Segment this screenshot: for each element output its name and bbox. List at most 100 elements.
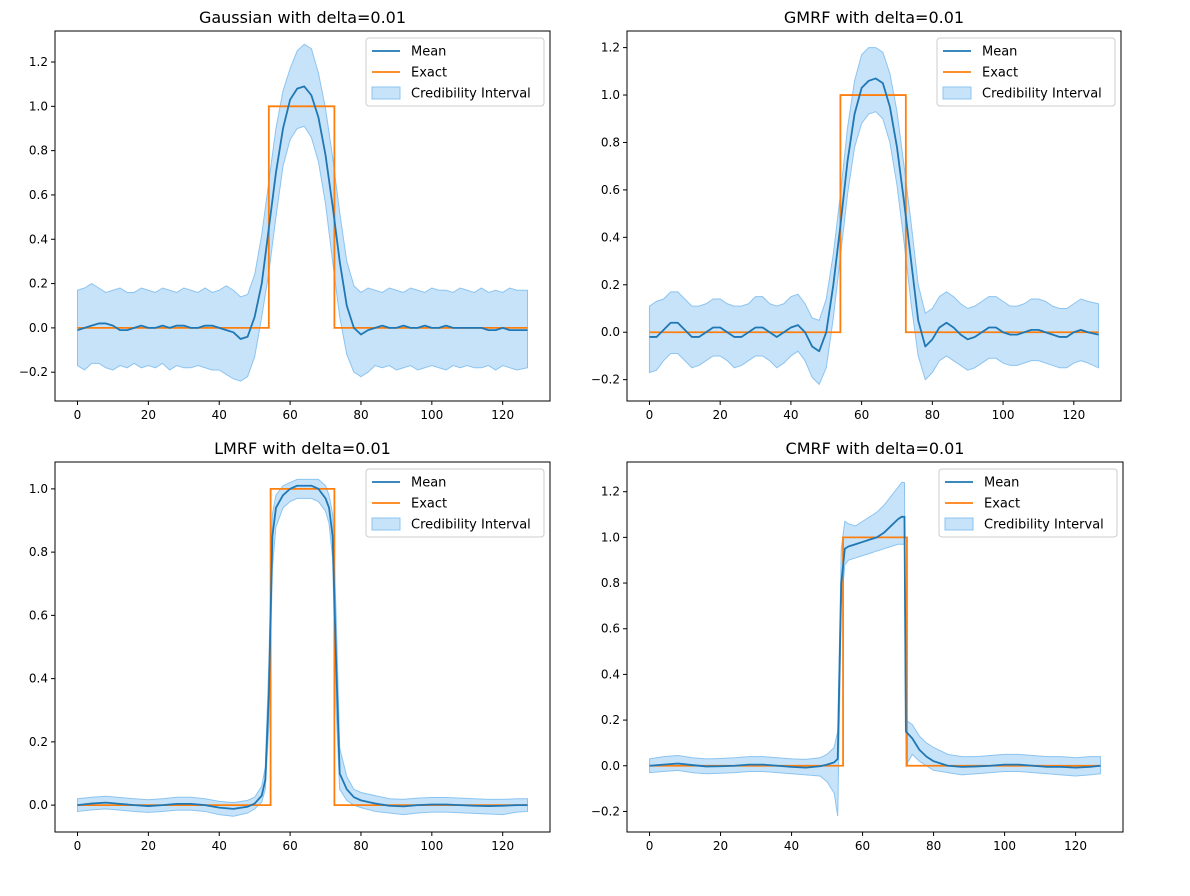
exact-line bbox=[77, 105, 528, 329]
y-tick-label: 0.8 bbox=[601, 135, 620, 149]
mean-line bbox=[77, 484, 528, 810]
y-tick-label: 1.2 bbox=[601, 485, 620, 499]
legend-key-credibility-interval bbox=[944, 517, 974, 531]
exact-line bbox=[77, 487, 528, 807]
x-tick-label: 40 bbox=[783, 408, 798, 422]
y-tick-label: 1.0 bbox=[601, 530, 620, 544]
legend-label: Credibility Interval bbox=[411, 518, 531, 533]
y-tick-label: 0.4 bbox=[601, 230, 620, 244]
x-tick-label: 80 bbox=[353, 408, 368, 422]
y-tick-label: 0.4 bbox=[29, 672, 48, 686]
y-tick-label: 1.2 bbox=[29, 55, 48, 69]
x-tick-label: 100 bbox=[420, 839, 443, 853]
x-tick-label: 20 bbox=[141, 408, 156, 422]
y-tick-label: 0.0 bbox=[601, 325, 620, 339]
y-tick-label: 0.0 bbox=[601, 759, 620, 773]
x-tick-label: 0 bbox=[74, 408, 82, 422]
x-tick-label: 100 bbox=[420, 408, 443, 422]
plot-title: Gaussian with delta=0.01 bbox=[199, 8, 406, 27]
y-tick-label: 0.6 bbox=[29, 188, 48, 202]
axes-frame bbox=[54, 461, 551, 833]
y-tick-label: −0.2 bbox=[591, 804, 620, 818]
x-tick-label: 80 bbox=[925, 408, 940, 422]
plot-area bbox=[648, 47, 1100, 386]
axes-frame bbox=[626, 30, 1122, 402]
y-tick-label: 0.0 bbox=[29, 321, 48, 335]
subplot-lmrf: LMRF with delta=0.01 0 20 40 60 80 100 120 0.0 0… bbox=[29, 439, 551, 853]
legend-box bbox=[365, 468, 545, 538]
x-tick-label: 60 bbox=[282, 408, 297, 422]
x-tick-label: 20 bbox=[713, 408, 728, 422]
exact-line bbox=[649, 94, 1099, 334]
x-tick-label: 40 bbox=[784, 839, 799, 853]
legend-label: Mean bbox=[411, 476, 446, 491]
y-tick-label: 0.6 bbox=[601, 183, 620, 197]
legend-key-credibility-interval bbox=[371, 86, 401, 100]
legend-label: Mean bbox=[982, 45, 1017, 60]
mean-line bbox=[649, 77, 1099, 353]
y-tick-label: −0.2 bbox=[19, 365, 48, 379]
x-tick-label: 40 bbox=[212, 408, 227, 422]
x-tick-label: 120 bbox=[491, 839, 514, 853]
y-tick-label: 0.8 bbox=[29, 545, 48, 559]
credibility-interval-band bbox=[77, 43, 528, 382]
legend-label: Credibility Interval bbox=[982, 87, 1102, 102]
y-tick-label: 1.0 bbox=[601, 88, 620, 102]
plot-title: GMRF with delta=0.01 bbox=[784, 8, 964, 27]
y-tick-label: 1.2 bbox=[601, 41, 620, 55]
subplot-cmrf: CMRF with delta=0.01 0 20 40 60 80 100 120 −0.2… bbox=[591, 439, 1124, 853]
x-tick-label: 100 bbox=[993, 839, 1016, 853]
axes-frame bbox=[54, 30, 551, 402]
y-tick-label: 0.0 bbox=[29, 798, 48, 812]
legend-box bbox=[936, 37, 1116, 107]
subplot-gmrf: GMRF with delta=0.01 0 20 40 60 80 100 120 −0.2… bbox=[591, 8, 1122, 422]
y-tick-label: 0.2 bbox=[29, 277, 48, 291]
x-tick-label: 20 bbox=[713, 839, 728, 853]
x-tick-label: 40 bbox=[212, 839, 227, 853]
x-tick-label: 120 bbox=[491, 408, 514, 422]
legend-label: Mean bbox=[411, 45, 446, 60]
credibility-interval-band bbox=[648, 47, 1100, 386]
x-tick-label: 100 bbox=[992, 408, 1015, 422]
y-tick-label: 0.2 bbox=[29, 735, 48, 749]
legend-label: Exact bbox=[982, 66, 1018, 81]
subplot-gaussian: Gaussian with delta=0.01 0 20 40 60 80 100 120… bbox=[19, 8, 551, 422]
legend-box bbox=[365, 37, 545, 107]
plot-title: CMRF with delta=0.01 bbox=[786, 439, 965, 458]
x-tick-label: 0 bbox=[646, 839, 654, 853]
x-tick-label: 120 bbox=[1062, 408, 1085, 422]
legend-label: Exact bbox=[411, 66, 447, 81]
x-tick-label: 60 bbox=[282, 839, 297, 853]
legend-label: Credibility Interval bbox=[411, 87, 531, 102]
x-tick-label: 60 bbox=[855, 839, 870, 853]
legend-label: Exact bbox=[411, 497, 447, 512]
legend-key-credibility-interval bbox=[942, 86, 972, 100]
plot-area bbox=[649, 482, 1101, 817]
y-tick-label: 0.2 bbox=[601, 713, 620, 727]
legend-label: Mean bbox=[984, 476, 1019, 491]
plot-title: LMRF with delta=0.01 bbox=[214, 439, 391, 458]
x-tick-label: 20 bbox=[141, 839, 156, 853]
y-tick-label: 0.6 bbox=[29, 608, 48, 622]
legend-box bbox=[938, 468, 1118, 538]
x-tick-label: 60 bbox=[854, 408, 869, 422]
y-tick-label: 1.0 bbox=[29, 99, 48, 113]
y-tick-label: 0.6 bbox=[601, 622, 620, 636]
x-tick-label: 0 bbox=[646, 408, 654, 422]
x-tick-label: 80 bbox=[926, 839, 941, 853]
legend: Mean Exact Credibility Interval bbox=[365, 37, 545, 107]
axes-frame bbox=[626, 461, 1124, 833]
legend-label: Credibility Interval bbox=[984, 518, 1104, 533]
y-tick-label: 0.4 bbox=[29, 232, 48, 246]
legend: Mean Exact Credibility Interval bbox=[936, 37, 1116, 107]
plot-area bbox=[77, 43, 528, 382]
mean-line bbox=[649, 515, 1101, 769]
y-tick-label: −0.2 bbox=[591, 373, 620, 387]
y-tick-label: 0.8 bbox=[601, 576, 620, 590]
y-tick-label: 0.4 bbox=[601, 667, 620, 681]
y-tick-label: 0.2 bbox=[601, 278, 620, 292]
y-tick-label: 1.0 bbox=[29, 482, 48, 496]
legend: Mean Exact Credibility Interval bbox=[938, 468, 1118, 538]
